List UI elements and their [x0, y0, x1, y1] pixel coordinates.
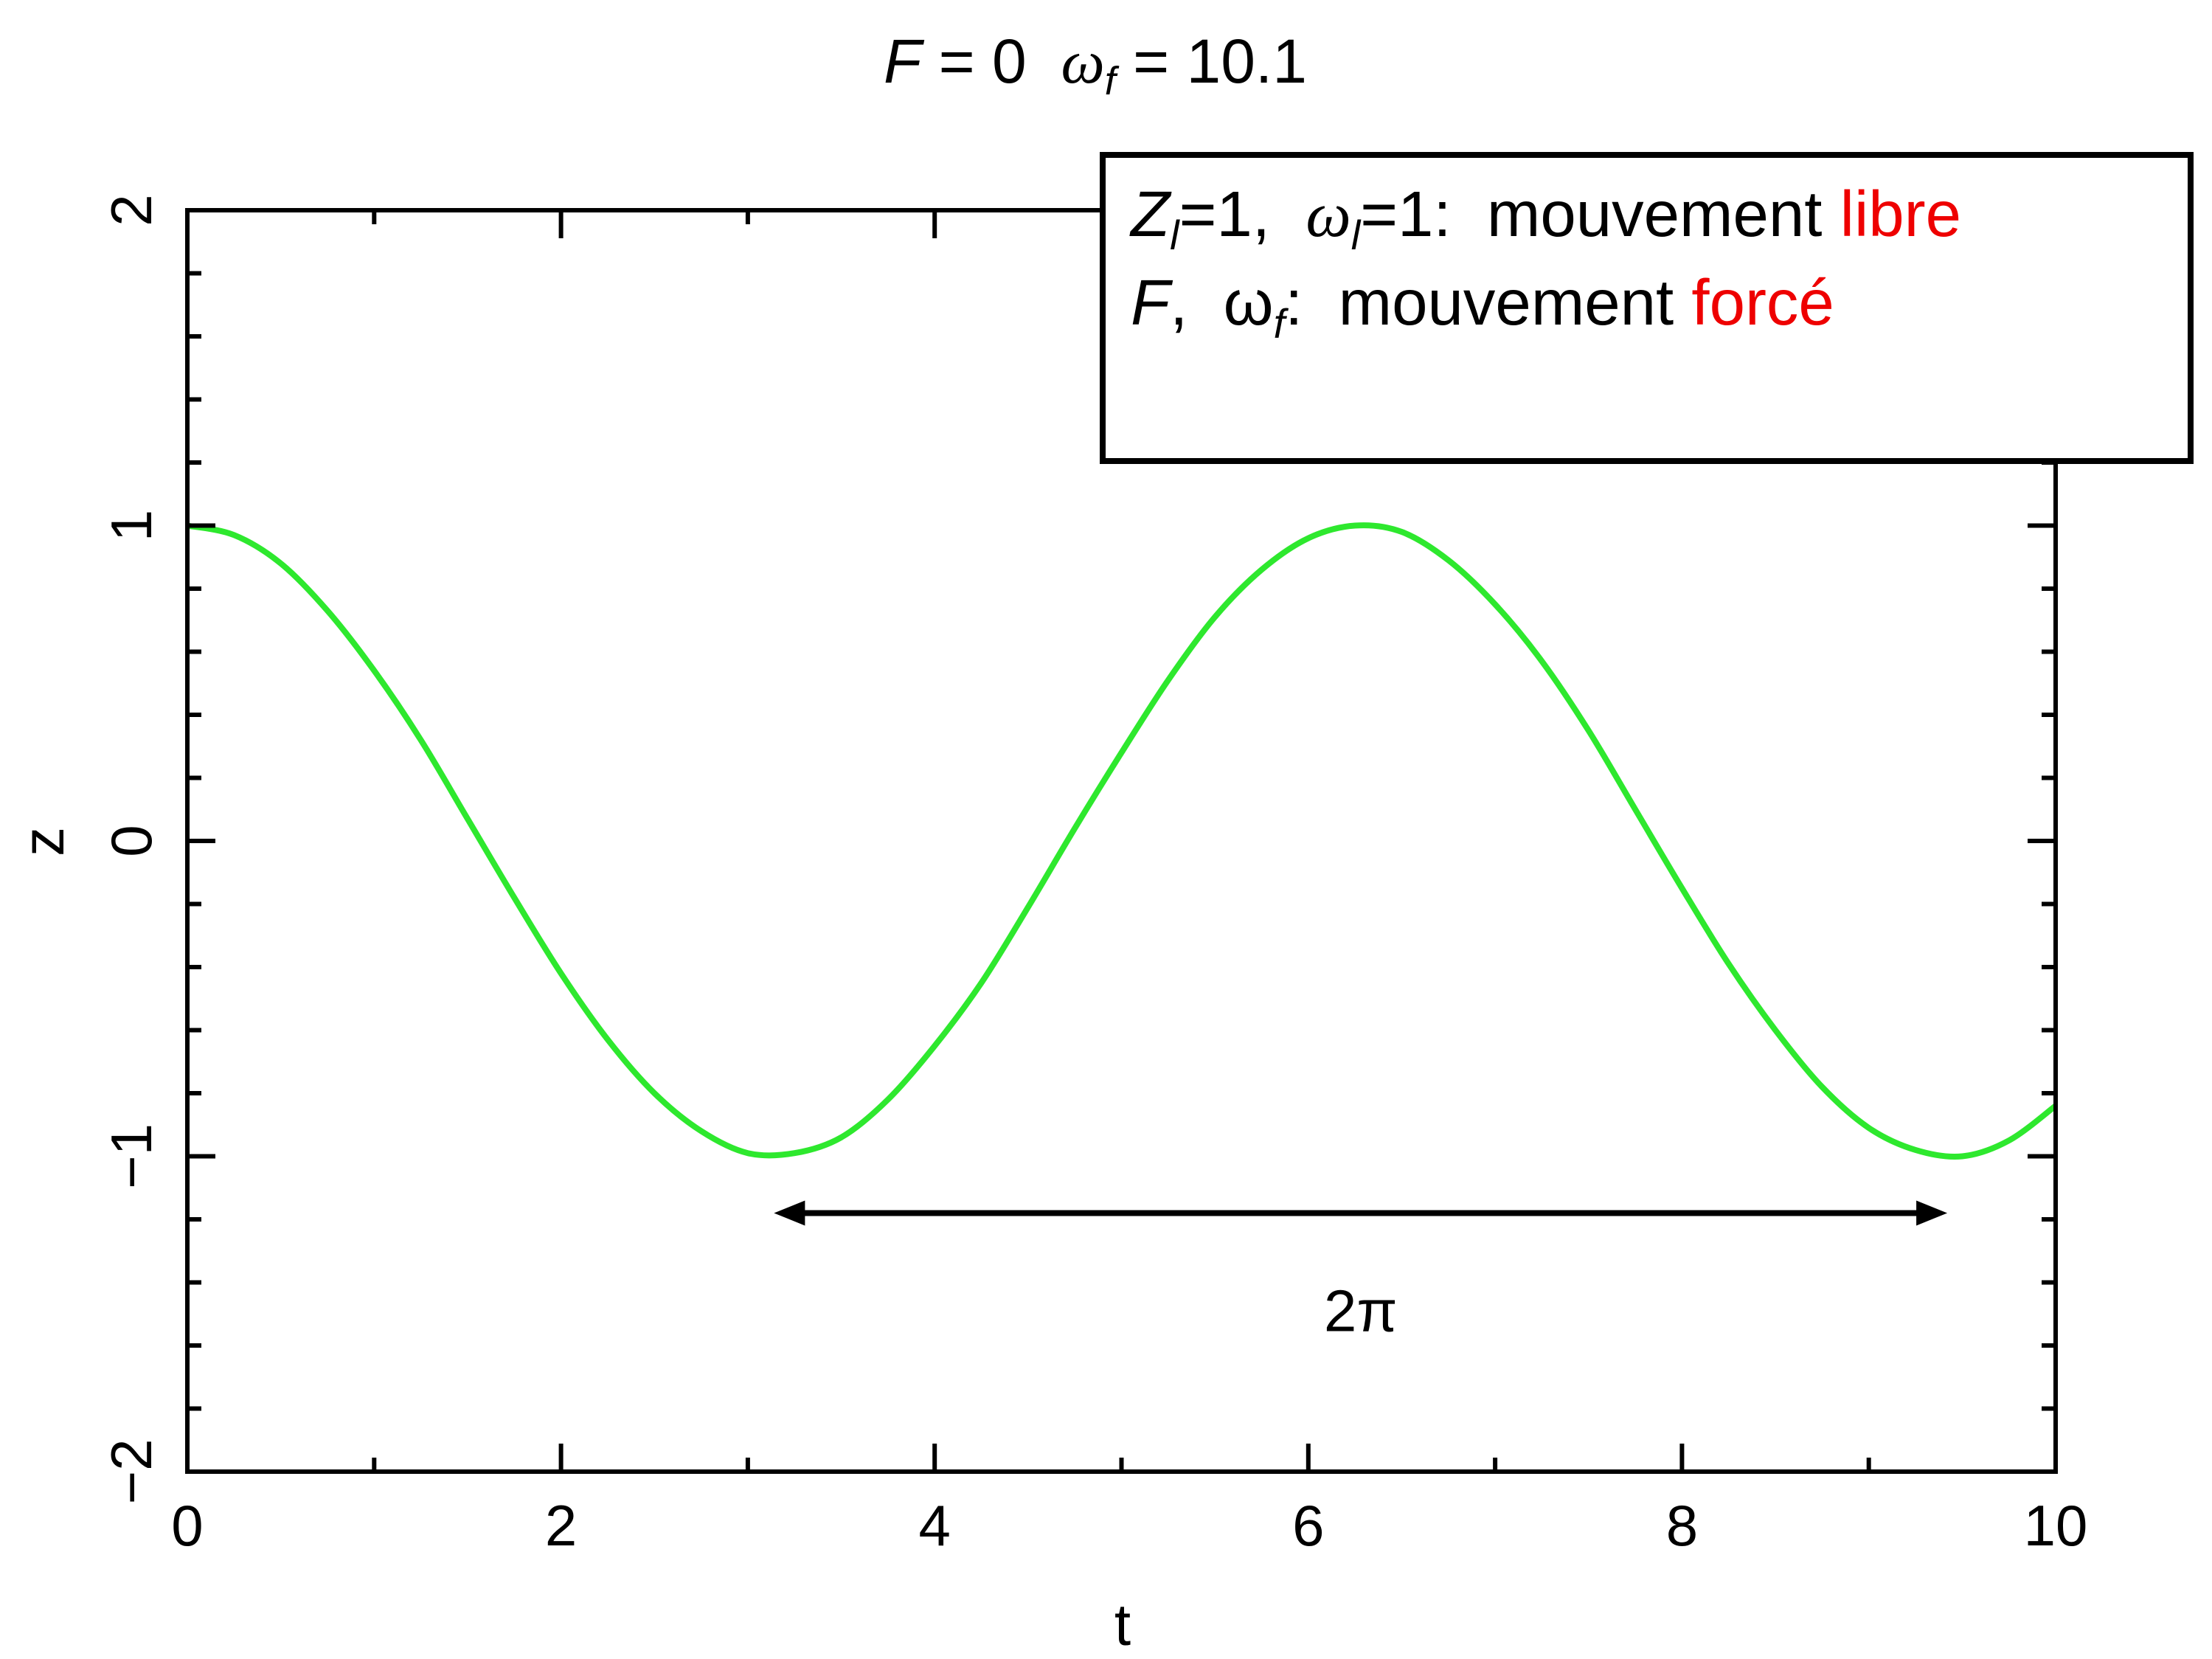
legend-text: F — [1131, 267, 1173, 339]
legend-box: Zl=1, ωl=1: mouvement libre F, ωf: mouve… — [1100, 152, 2194, 464]
legend-line: Zl=1, ωl=1: mouvement libre — [1129, 179, 1961, 258]
legend-text: ω — [1306, 179, 1351, 250]
y-tick-label: 1 — [99, 510, 164, 541]
x-axis-label: t — [1114, 1592, 1131, 1658]
y-tick-label: 2 — [99, 194, 164, 226]
x-tick-label: 10 — [2024, 1493, 2088, 1558]
legend-text: l — [1170, 212, 1180, 258]
legend-text: : mouvement — [1285, 267, 1691, 339]
title-part: = 10.1 — [1116, 27, 1307, 96]
legend-text: l — [1351, 212, 1362, 258]
data-line — [187, 522, 2058, 1160]
legend-text: =1, — [1179, 179, 1306, 250]
legend-text: forcé — [1691, 267, 1834, 339]
arrow-head — [1916, 1200, 1948, 1226]
y-tick-label: 0 — [99, 825, 164, 856]
legend-text: libre — [1840, 179, 1961, 250]
y-tick-label: −2 — [99, 1439, 164, 1505]
chart-title: F = 0 ωf = 10.1 — [884, 27, 1307, 103]
x-tick-label: 6 — [1292, 1493, 1324, 1558]
title-part: f — [1105, 59, 1120, 103]
legend-frame — [1100, 152, 2194, 464]
arrow-head — [774, 1200, 805, 1226]
x-tick-label: 4 — [919, 1493, 951, 1558]
x-tick-label: 0 — [171, 1493, 203, 1558]
title-part: F — [884, 27, 925, 96]
arrow-label: 2π — [1324, 1278, 1398, 1343]
legend-line: F, ωf: mouvement forcé — [1131, 267, 1834, 347]
legend-text: Z — [1129, 179, 1172, 250]
title-part: = 0 — [921, 27, 1061, 96]
legend-text: =1: mouvement — [1360, 179, 1840, 250]
y-axis-label: z — [10, 827, 76, 856]
y-tick-label: −1 — [99, 1123, 164, 1189]
legend-text: , ω — [1170, 267, 1273, 339]
x-tick-label: 8 — [1666, 1493, 1698, 1558]
title-part: ω — [1061, 28, 1104, 97]
x-tick-label: 2 — [545, 1493, 577, 1558]
